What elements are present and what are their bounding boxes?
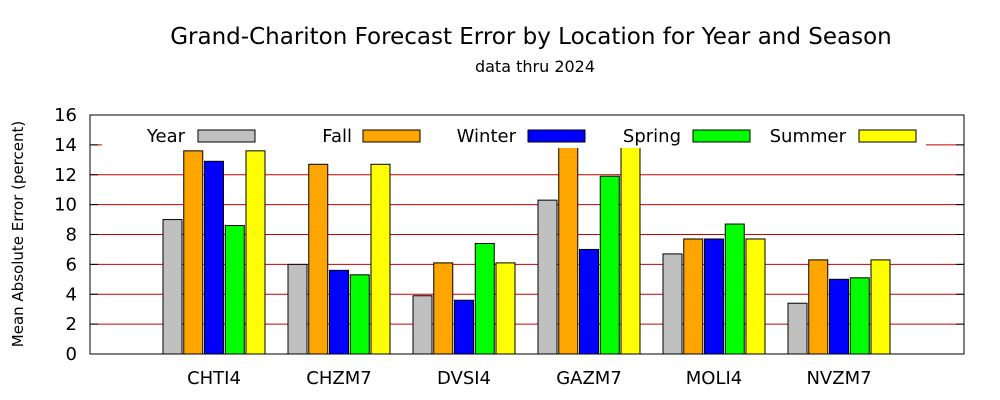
legend-label-fall: Fall	[322, 126, 352, 147]
bars	[162, 145, 891, 355]
x-tick-label: NVZM7	[806, 368, 871, 389]
bar-dvsi4-year	[412, 295, 433, 355]
bar-nvzm7-summer	[870, 259, 891, 355]
bar-chti4-spring	[224, 225, 245, 355]
bar-chzm7-spring	[349, 274, 370, 355]
axes: CHTI4 CHZM7 DVSI4 GAZM7 MOLI4 NVZM7 0 2 4 6 8 10 12 1…	[54, 105, 965, 389]
bar-moli4-winter	[704, 238, 724, 355]
legend-label-spring: Spring	[623, 126, 681, 147]
legend-swatch-fall	[362, 129, 421, 143]
bar-chzm7-summer	[370, 163, 391, 355]
bar-gazm7-summer	[620, 145, 641, 355]
bar-dvsi4-fall	[433, 262, 454, 355]
y-tick-label: 14	[54, 135, 77, 156]
bar-dvsi4-winter	[454, 299, 474, 355]
chart-title: Grand-Chariton Forecast Error by Locatio…	[170, 24, 892, 50]
y-tick-label: 10	[54, 195, 77, 216]
bar-chti4-year	[162, 219, 183, 355]
legend-swatch-spring	[692, 129, 751, 143]
bar-nvzm7-year	[787, 302, 808, 355]
bar-moli4-fall	[683, 238, 704, 355]
x-tick-label: CHTI4	[187, 368, 241, 389]
legend-swatch-year	[197, 129, 256, 143]
bar-dvsi4-spring	[474, 242, 495, 355]
x-tick-label: CHZM7	[306, 368, 371, 389]
bar-chti4-fall	[183, 150, 204, 355]
legend-label-year: Year	[146, 126, 186, 147]
x-tick-label: DVSI4	[437, 368, 491, 389]
y-tick-label: 6	[66, 254, 77, 275]
y-tick-label: 8	[66, 225, 77, 246]
bar-gazm7-spring	[599, 175, 620, 355]
bar-nvzm7-winter	[829, 278, 849, 355]
bar-chti4-summer	[245, 150, 266, 355]
bar-chzm7-fall	[308, 163, 329, 355]
y-tick-label: 0	[66, 344, 77, 365]
bar-chti4-winter	[204, 160, 224, 355]
x-tick-label: MOLI4	[686, 368, 743, 389]
bar-nvzm7-fall	[808, 259, 829, 355]
bar-moli4-year	[662, 253, 683, 355]
y-tick-label: 2	[66, 314, 77, 335]
x-tick-label: GAZM7	[556, 368, 622, 389]
y-tick-label: 12	[54, 165, 77, 186]
bar-gazm7-winter	[579, 248, 599, 355]
y-tick-label: 16	[54, 105, 77, 126]
legend: Year Fall Winter Spring Summer	[102, 124, 926, 148]
legend-label-winter: Winter	[457, 126, 517, 147]
legend-swatch-summer	[858, 129, 917, 143]
bar-gazm7-year	[537, 199, 558, 355]
bar-nvzm7-spring	[849, 277, 870, 355]
bar-moli4-summer	[745, 238, 766, 355]
y-tick-label: 4	[66, 284, 77, 305]
bar-gazm7-fall	[558, 145, 579, 355]
y-axis-label: Mean Absolute Error (percent)	[9, 121, 27, 347]
bar-moli4-spring	[724, 223, 745, 355]
bar-dvsi4-summer	[495, 262, 516, 355]
chart-subtitle: data thru 2024	[475, 57, 595, 76]
bar-chzm7-winter	[329, 269, 349, 355]
bar-chzm7-year	[287, 263, 308, 355]
legend-label-summer: Summer	[770, 126, 847, 147]
legend-swatch-winter	[527, 129, 586, 143]
